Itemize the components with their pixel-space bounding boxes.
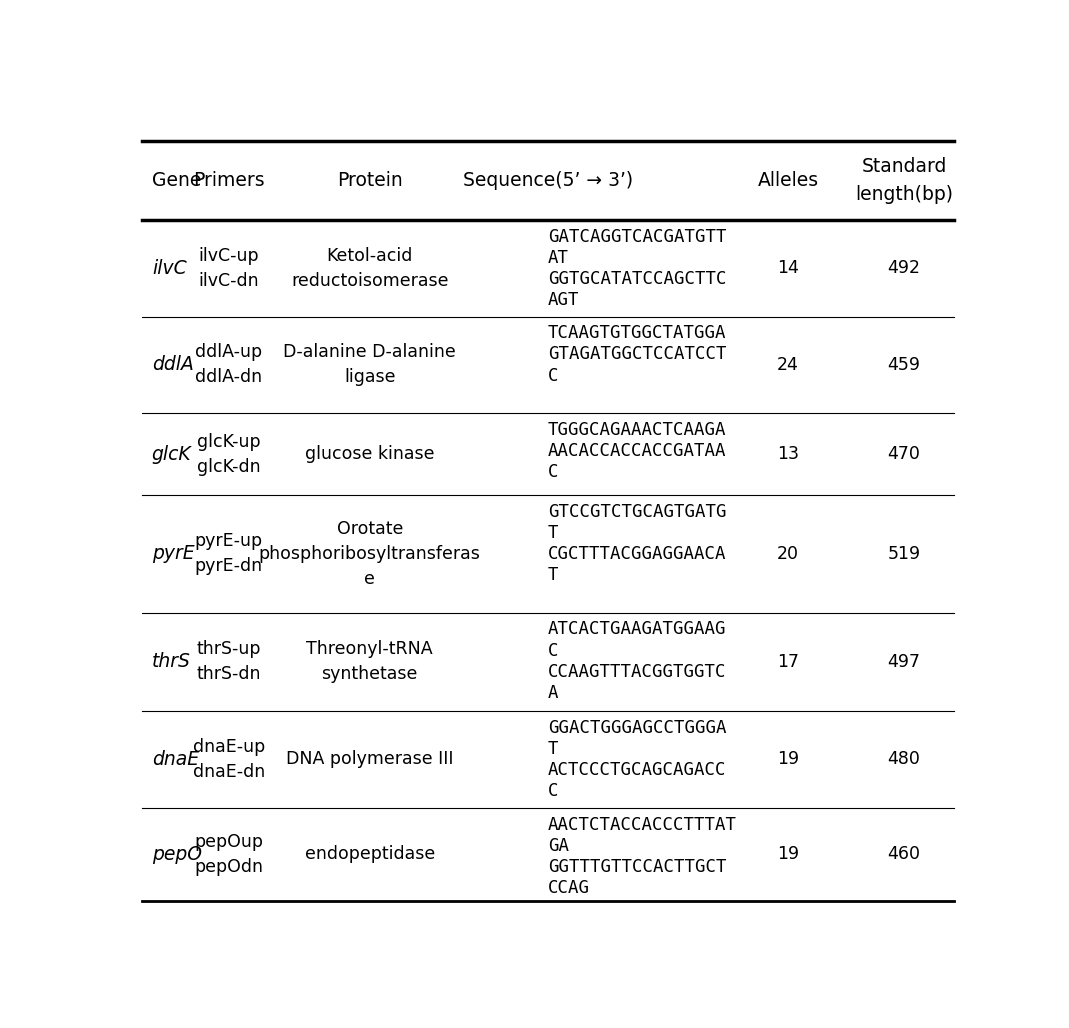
Text: GTAGATGGCTCCATCCT: GTAGATGGCTCCATCCT xyxy=(547,345,726,364)
Text: 19: 19 xyxy=(777,750,800,768)
Text: TGGGCAGAAACTCAAGA: TGGGCAGAAACTCAAGA xyxy=(547,421,726,439)
Text: dnaE-up
dnaE-dn: dnaE-up dnaE-dn xyxy=(192,738,265,781)
Text: glcK: glcK xyxy=(152,445,191,464)
Text: T: T xyxy=(547,740,558,758)
Text: DNA polymerase III: DNA polymerase III xyxy=(286,750,453,768)
Text: pyrE: pyrE xyxy=(152,545,195,563)
Text: 17: 17 xyxy=(777,653,800,670)
Text: GATCAGGTCACGATGTT: GATCAGGTCACGATGTT xyxy=(547,228,726,246)
Text: 497: 497 xyxy=(887,653,920,670)
Text: glucose kinase: glucose kinase xyxy=(305,445,434,464)
Text: ddlA: ddlA xyxy=(152,356,193,374)
Text: AACACCACCACCGATAA: AACACCACCACCGATAA xyxy=(547,442,726,461)
Text: CGCTTTACGGAGGAACA: CGCTTTACGGAGGAACA xyxy=(547,546,726,563)
Text: Ketol-acid
reductoisomerase: Ketol-acid reductoisomerase xyxy=(291,247,449,290)
Text: 19: 19 xyxy=(777,845,800,864)
Text: dnaE: dnaE xyxy=(152,749,199,769)
Text: ilvC: ilvC xyxy=(152,259,187,278)
Text: pepO: pepO xyxy=(152,845,202,864)
Text: 519: 519 xyxy=(887,545,920,563)
Text: GGACTGGGAGCCTGGGA: GGACTGGGAGCCTGGGA xyxy=(547,719,726,737)
Text: Protein: Protein xyxy=(337,171,403,190)
Text: Alleles: Alleles xyxy=(758,171,819,190)
Text: ATCACTGAAGATGGAAG: ATCACTGAAGATGGAAG xyxy=(547,621,726,638)
Text: AGT: AGT xyxy=(547,291,579,309)
Text: C: C xyxy=(547,463,558,481)
Text: 480: 480 xyxy=(887,750,920,768)
Text: thrS: thrS xyxy=(152,652,190,671)
Text: AT: AT xyxy=(547,249,569,267)
Text: 20: 20 xyxy=(777,545,800,563)
Text: 460: 460 xyxy=(887,845,920,864)
Text: AACTCTACCACCCTTTAT: AACTCTACCACCCTTTAT xyxy=(547,816,737,834)
Text: 470: 470 xyxy=(887,445,920,464)
Text: T: T xyxy=(547,566,558,585)
Text: GGTTTGTTCCACTTGCT: GGTTTGTTCCACTTGCT xyxy=(547,858,726,876)
Text: ACTCCCTGCAGCAGACC: ACTCCCTGCAGCAGACC xyxy=(547,761,726,779)
Text: ilvC-up
ilvC-dn: ilvC-up ilvC-dn xyxy=(199,247,259,290)
Text: Sequence(5’ → 3’): Sequence(5’ → 3’) xyxy=(463,171,633,190)
Text: 13: 13 xyxy=(777,445,800,464)
Text: A: A xyxy=(547,684,558,702)
Text: 492: 492 xyxy=(887,259,920,278)
Text: T: T xyxy=(547,524,558,543)
Text: length(bp): length(bp) xyxy=(855,185,954,205)
Text: D-alanine D-alanine
ligase: D-alanine D-alanine ligase xyxy=(283,343,456,387)
Text: C: C xyxy=(547,781,558,800)
Text: C: C xyxy=(547,367,558,384)
Text: Orotate
phosphoribosyltransferas
e: Orotate phosphoribosyltransferas e xyxy=(259,520,481,588)
Text: GA: GA xyxy=(547,837,569,855)
Text: GTCCGTCTGCAGTGATG: GTCCGTCTGCAGTGATG xyxy=(547,504,726,521)
Text: 459: 459 xyxy=(887,356,920,374)
Text: TCAAGTGTGGCTATGGA: TCAAGTGTGGCTATGGA xyxy=(547,325,726,342)
Text: endopeptidase: endopeptidase xyxy=(305,845,435,864)
Text: Threonyl-tRNA
synthetase: Threonyl-tRNA synthetase xyxy=(307,640,433,684)
Text: glcK-up
glcK-dn: glcK-up glcK-dn xyxy=(197,433,261,476)
Text: CCAG: CCAG xyxy=(547,879,590,897)
Text: 14: 14 xyxy=(777,259,799,278)
Text: pyrE-up
pyrE-dn: pyrE-up pyrE-dn xyxy=(195,533,263,576)
Text: Gene: Gene xyxy=(152,171,201,190)
Text: 24: 24 xyxy=(777,356,799,374)
Text: thrS-up
thrS-dn: thrS-up thrS-dn xyxy=(197,640,261,684)
Text: pepOup
pepOdn: pepOup pepOdn xyxy=(195,833,263,876)
Text: Primers: Primers xyxy=(193,171,265,190)
Text: C: C xyxy=(547,641,558,660)
Text: ddlA-up
ddlA-dn: ddlA-up ddlA-dn xyxy=(196,343,263,387)
Text: GGTGCATATCCAGCTTC: GGTGCATATCCAGCTTC xyxy=(547,270,726,288)
Text: Standard: Standard xyxy=(862,156,947,176)
Text: CCAAGTTTACGGTGGTC: CCAAGTTTACGGTGGTC xyxy=(547,663,726,681)
